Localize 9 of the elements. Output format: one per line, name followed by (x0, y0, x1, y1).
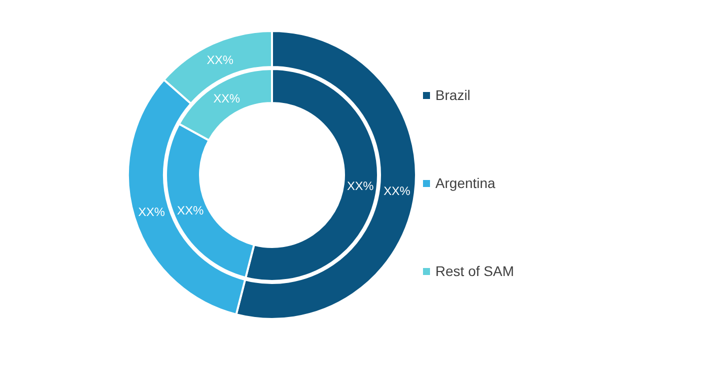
data-label: XX% (213, 91, 240, 106)
data-label: XX% (176, 203, 204, 218)
data-label: XX% (384, 184, 411, 198)
legend-label: Argentina (435, 175, 496, 191)
data-label: XX% (206, 53, 234, 68)
legend-label: Brazil (435, 87, 470, 103)
data-label: XX% (346, 179, 374, 194)
legend-label: Rest of SAM (435, 263, 514, 279)
data-label: XX% (138, 205, 166, 220)
